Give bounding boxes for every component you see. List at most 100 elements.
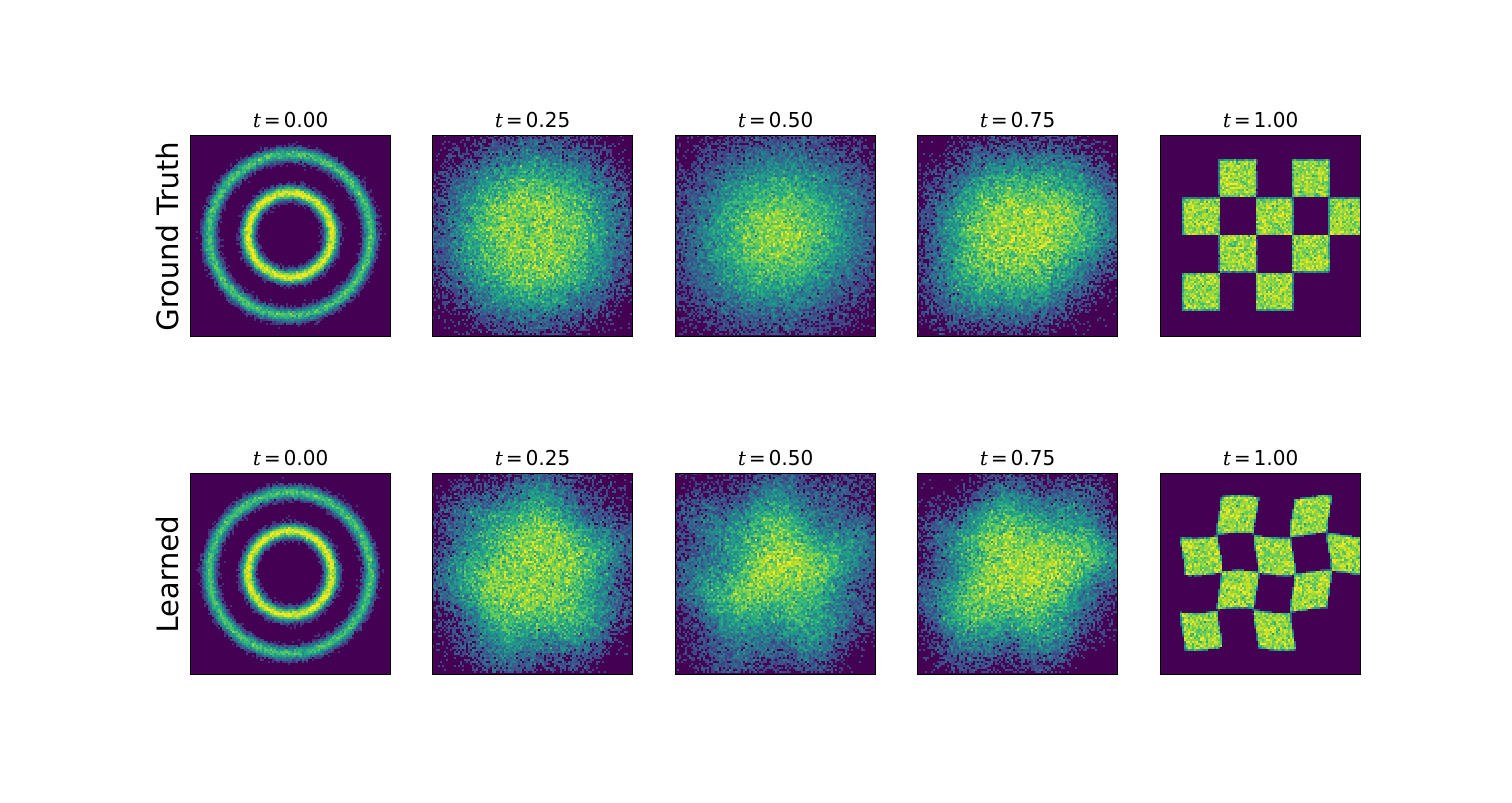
density-cell: [212, 237, 214, 239]
density-cell: [268, 261, 270, 263]
density-cell: [248, 159, 250, 161]
density-cell: [300, 271, 302, 273]
density-cell: [250, 173, 252, 175]
density-cell: [218, 253, 220, 255]
density-cell: [368, 201, 370, 203]
density-cell: [246, 231, 248, 233]
density-cell: [326, 263, 328, 265]
density-cell: [274, 265, 276, 267]
density-cell: [332, 167, 334, 169]
density-cell: [340, 161, 342, 163]
density-cell: [360, 243, 362, 245]
density-cell: [296, 187, 298, 189]
density-cell: [320, 199, 322, 201]
density-cell: [246, 211, 248, 213]
density-cell: [312, 261, 314, 263]
density-cell: [204, 243, 206, 245]
density-cell: [226, 171, 228, 173]
density-cell: [360, 223, 362, 225]
density-cell: [244, 165, 246, 167]
density-cell: [236, 233, 238, 235]
density-cell: [366, 241, 368, 243]
density-cell: [304, 155, 306, 157]
density-cell: [284, 151, 286, 153]
density-cell: [362, 225, 364, 227]
density-cell: [314, 213, 316, 215]
density-cell: [318, 195, 320, 197]
density-cell: [214, 263, 216, 265]
density-cell: [262, 161, 264, 163]
density-cell: [288, 183, 290, 185]
density-cell: [258, 151, 260, 153]
density-cell: [310, 273, 312, 275]
density-cell: [262, 191, 264, 193]
density-cell: [356, 213, 358, 215]
density-cell: [298, 271, 300, 273]
density-cell: [364, 255, 366, 257]
density-cell: [330, 211, 332, 213]
density-cell: [368, 229, 370, 231]
density-cell: [344, 169, 346, 171]
density-cell: [214, 233, 216, 235]
density-cell: [260, 149, 262, 151]
density-cell: [260, 259, 262, 261]
density-cell: [208, 231, 210, 233]
density-cell: [352, 195, 354, 197]
density-cell: [294, 269, 296, 271]
density-cell: [304, 157, 306, 159]
density-cell: [202, 219, 204, 221]
density-cell: [322, 219, 324, 221]
density-cell: [222, 199, 224, 201]
density-cell: [210, 237, 212, 239]
density-cell: [368, 253, 370, 255]
density-cell: [246, 255, 248, 257]
density-cell: [278, 265, 280, 267]
density-cell: [250, 161, 252, 163]
density-cell: [366, 231, 368, 233]
density-cell: [280, 189, 282, 191]
density-cell: [324, 255, 326, 257]
density-cell: [272, 189, 274, 191]
density-cell: [334, 243, 336, 245]
density-cell: [252, 163, 254, 165]
density-cell: [324, 219, 326, 221]
density-cell: [368, 193, 370, 195]
density-cell: [298, 199, 300, 201]
density-cell: [260, 261, 262, 263]
density-cell: [326, 239, 328, 241]
density-cell: [356, 267, 358, 269]
density-cell: [308, 199, 310, 201]
density-cell: [350, 175, 352, 177]
density-cell: [252, 221, 254, 223]
density-cell: [288, 189, 290, 191]
density-cell: [294, 187, 296, 189]
density-cell: [260, 159, 262, 161]
density-cell: [278, 149, 280, 151]
density-cell: [300, 199, 302, 201]
density-cell: [346, 185, 348, 187]
density-cell: [252, 195, 254, 197]
density-cell: [288, 145, 290, 147]
density-cell: [248, 263, 250, 265]
density-cell: [298, 191, 300, 193]
density-cell: [348, 189, 350, 191]
density-cell: [298, 147, 300, 149]
density-cell: [316, 199, 318, 201]
density-cell: [334, 173, 336, 175]
density-cell: [218, 237, 220, 239]
density-cell: [246, 159, 248, 161]
density-cell: [280, 161, 282, 163]
density-cell: [286, 273, 288, 275]
density-cell: [366, 205, 368, 207]
density-cell: [350, 269, 352, 271]
density-cell: [282, 195, 284, 197]
density-cell: [368, 271, 370, 273]
density-cell: [250, 175, 252, 177]
density-cell: [346, 173, 348, 175]
density-cell: [336, 235, 338, 237]
density-cell: [328, 215, 330, 217]
density-cell: [362, 269, 364, 271]
density-cell: [360, 255, 362, 257]
density-cell: [354, 189, 356, 191]
density-cell: [370, 233, 372, 235]
